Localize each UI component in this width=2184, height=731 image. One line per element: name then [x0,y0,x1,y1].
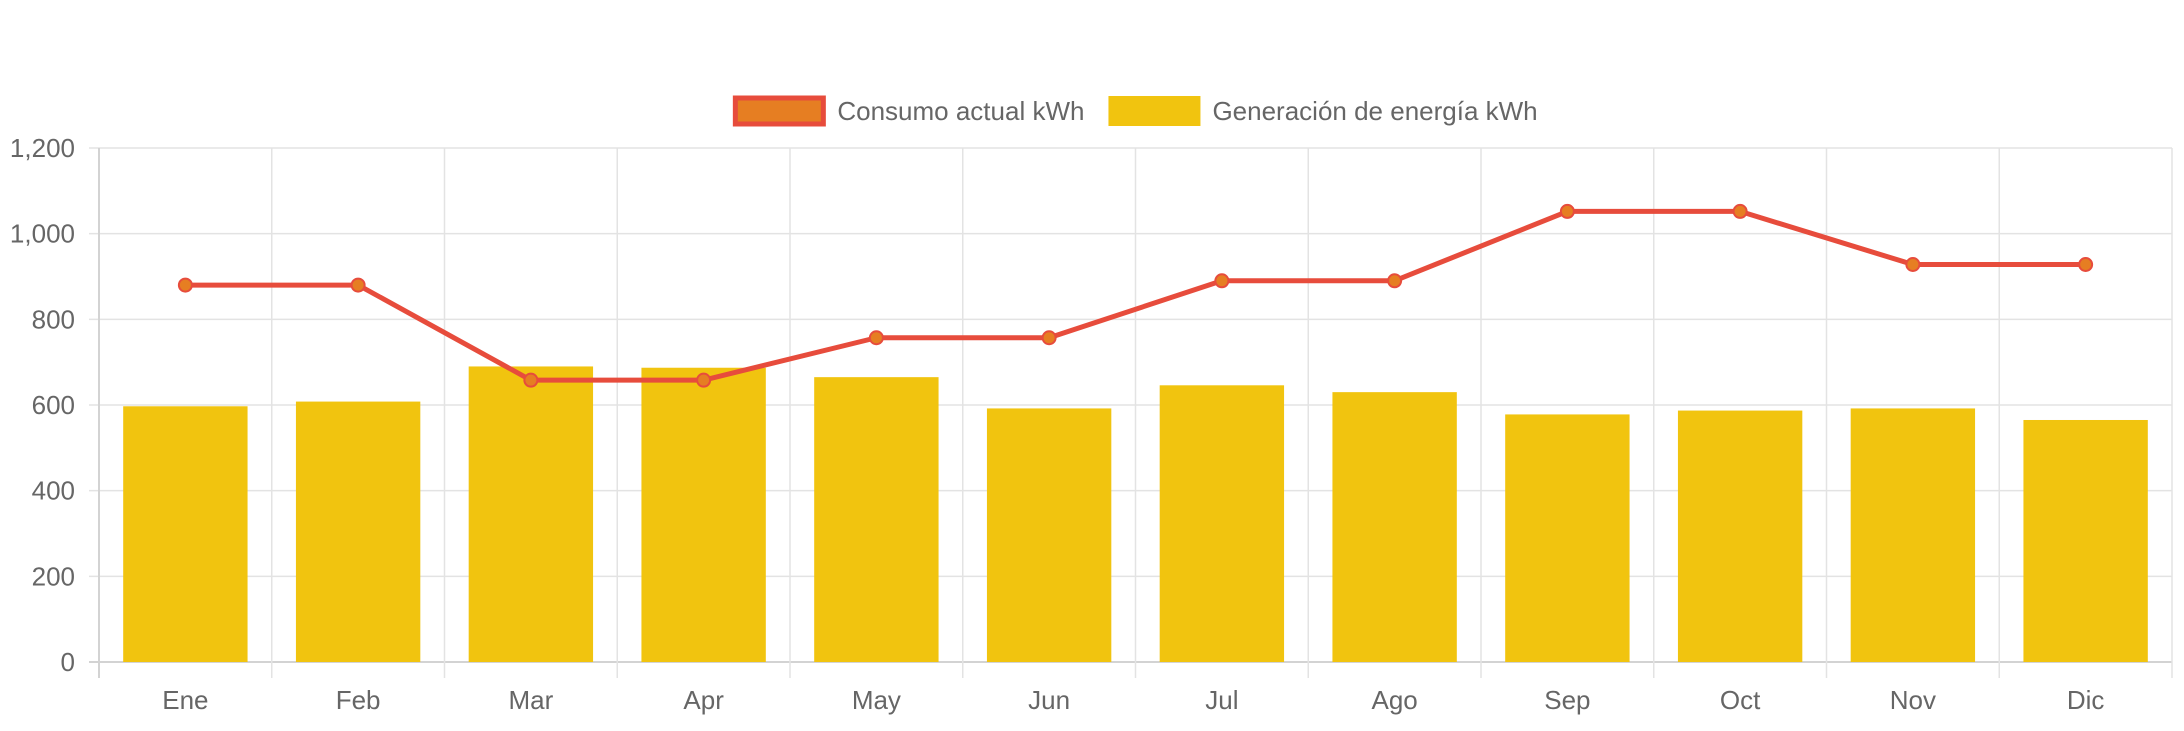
x-tick-label: Jul [1205,685,1238,715]
x-tick-label: Dic [2067,685,2105,715]
bar[interactable] [1850,408,1976,662]
y-tick-label: 0 [61,647,75,677]
bar[interactable] [468,366,594,662]
bar[interactable] [123,406,248,662]
x-tick-label: Sep [1544,685,1590,715]
legend-item[interactable]: Generación de energía kWh [1108,96,1538,126]
line-series [177,203,2094,388]
line-point[interactable] [696,372,712,388]
x-tick-label: Mar [508,685,553,715]
y-tick-label: 600 [32,390,75,420]
line-point[interactable] [523,372,539,388]
x-tick-label: Oct [1720,685,1761,715]
bar[interactable] [295,401,421,662]
y-tick-label: 200 [32,561,75,591]
y-tick-label: 400 [32,476,75,506]
bar[interactable] [814,377,939,662]
bar[interactable] [1505,414,1630,662]
legend-label: Generación de energía kWh [1212,96,1537,126]
x-tick-label: Nov [1890,685,1936,715]
x-tick-label: Feb [336,685,381,715]
bar[interactable] [986,408,1112,662]
line-point[interactable] [1214,273,1230,289]
bar[interactable] [1332,392,1457,662]
line-point[interactable] [1732,203,1748,219]
legend-swatch [1108,96,1201,126]
legend: Consumo actual kWh Generación de energía … [732,95,1538,127]
bar[interactable] [1677,410,1803,662]
line-point[interactable] [1387,273,1403,289]
x-tick-label: May [852,685,901,715]
line-point[interactable] [1041,330,1057,346]
x-tick-label: Ene [162,685,208,715]
y-tick-label: 1,200 [10,133,75,163]
y-axis: 0 200 400 600 800 1,000 1,200 [10,133,75,677]
legend-label: Consumo actual kWh [837,96,1084,126]
bar[interactable] [2023,419,2148,662]
x-tick-label: Ago [1371,685,1417,715]
bar-series [123,366,2148,662]
line-point[interactable] [1559,203,1575,219]
line-point[interactable] [868,330,884,346]
legend-swatch [732,95,826,127]
consumption-line [182,208,2089,383]
legend-item[interactable]: Consumo actual kWh [732,95,1084,127]
line-point[interactable] [1905,257,1921,273]
x-tick-label: Jun [1028,685,1070,715]
x-axis: Ene Feb Mar Apr May Jun Jul Ago Sep Oct Nov Dic [162,685,2104,715]
grid-lines [89,147,2173,678]
y-tick-label: 1,000 [10,219,75,249]
line-point[interactable] [177,277,193,293]
line-point[interactable] [2078,257,2094,273]
line-point[interactable] [350,277,366,293]
x-tick-label: Apr [683,685,724,715]
y-tick-label: 800 [32,304,75,334]
bar[interactable] [1159,385,1285,662]
bar[interactable] [641,367,766,662]
